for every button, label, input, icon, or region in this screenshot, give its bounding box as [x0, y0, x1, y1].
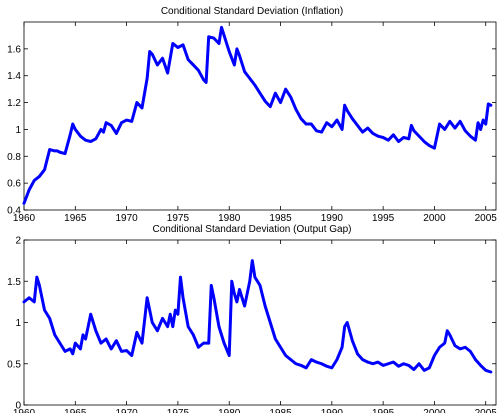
- output-gap-x-tick-label: 1970: [115, 408, 138, 413]
- output-gap-x-tick-label: 1965: [64, 408, 87, 413]
- output-gap-x-tick-label: 2005: [475, 408, 498, 413]
- inflation-y-tick-label: 0.6: [7, 179, 21, 190]
- output-gap-x-tick-label: 1960: [13, 408, 36, 413]
- inflation-x-tick-label: 1975: [167, 213, 190, 224]
- output-gap-y-tick-label: 0: [15, 401, 21, 412]
- output-gap-series: [22, 259, 493, 374]
- inflation-series-line: [22, 25, 493, 205]
- inflation-chart-title: Conditional Standard Deviation (Inflatio…: [161, 6, 343, 17]
- inflation-x-tick-label: 1965: [64, 213, 87, 224]
- inflation-y-tick-label: 1.2: [7, 98, 21, 109]
- output-gap-series-line: [22, 259, 493, 374]
- inflation-chart: Conditional Standard Deviation (Inflatio…: [7, 6, 497, 224]
- inflation-x-tick-label: 2000: [423, 213, 446, 224]
- output-gap-y-tick-label: 2: [15, 236, 21, 247]
- inflation-x-tick-label: 1995: [372, 213, 395, 224]
- output-gap-x-tick-label: 1985: [269, 408, 292, 413]
- inflation-x-tick-label: 1985: [269, 213, 292, 224]
- output-gap-y-tick-label: 1.5: [7, 277, 21, 288]
- output-gap-x-tick-label: 1990: [321, 408, 344, 413]
- output-gap-ticks: 1960 1965 1970 1975 1980 1985 1990 1995 2000 2005…: [7, 236, 497, 413]
- inflation-y-tick-label: 0.4: [7, 206, 21, 217]
- inflation-y-tick-label: 1.4: [7, 71, 21, 82]
- inflation-plot-area: [23, 21, 497, 211]
- output-gap-chart-title: Conditional Standard Deviation (Output G…: [152, 224, 351, 235]
- inflation-y-tick-label: 1: [15, 125, 21, 136]
- inflation-series: [22, 25, 493, 205]
- inflation-x-tick-label: 1990: [321, 213, 344, 224]
- inflation-ticks: 1960 1965 1970 1975 1980 1985 1990 1995 2000 2005…: [7, 22, 497, 224]
- inflation-y-tick-label: 1.6: [7, 44, 21, 55]
- output-gap-x-tick-label: 1980: [218, 408, 241, 413]
- inflation-x-tick-label: 1970: [115, 213, 138, 224]
- output-gap-y-tick-label: 1: [15, 318, 21, 329]
- output-gap-x-tick-label: 1995: [372, 408, 395, 413]
- inflation-x-tick-label: 1980: [218, 213, 241, 224]
- inflation-x-tick-label: 1960: [13, 213, 36, 224]
- inflation-x-tick-label: 2005: [475, 213, 498, 224]
- output-gap-y-tick-label: 0.5: [7, 359, 21, 370]
- output-gap-x-tick-label: 1975: [167, 408, 190, 413]
- output-gap-x-tick-label: 2000: [423, 408, 446, 413]
- output-gap-chart: Conditional Standard Deviation (Output G…: [7, 224, 497, 413]
- inflation-y-tick-label: 0.8: [7, 152, 21, 163]
- output-gap-plot-area: [23, 239, 497, 406]
